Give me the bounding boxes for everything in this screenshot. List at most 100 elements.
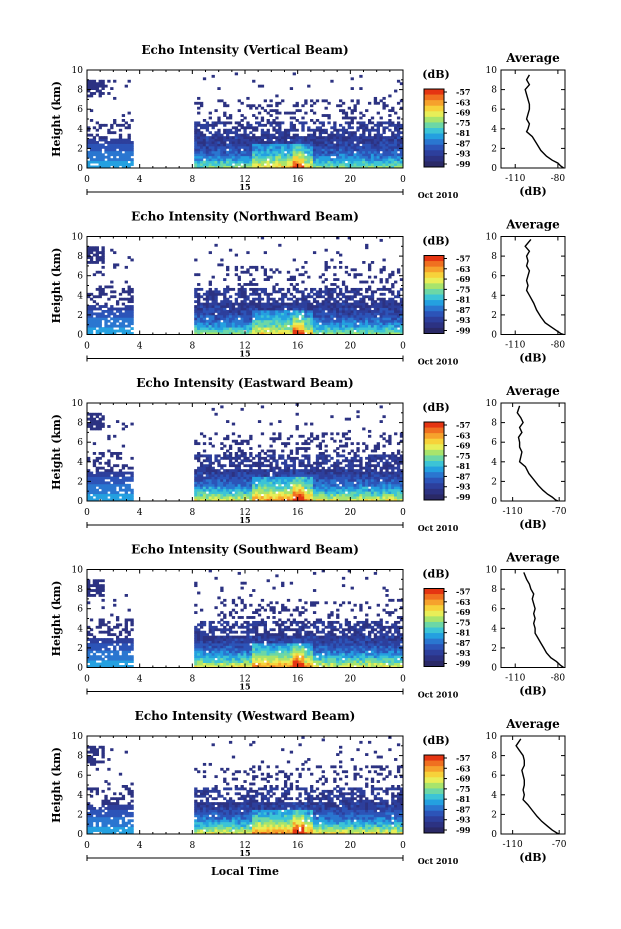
heatmap-cell (246, 121, 250, 125)
heatmap-cell (240, 471, 244, 475)
heatmap-cell (95, 287, 99, 291)
heatmap-cell (101, 82, 105, 86)
heatmap-cell (292, 145, 296, 149)
heatmap-cell (385, 312, 389, 316)
heatmap-cell (379, 268, 383, 272)
heatmap-cell (246, 163, 250, 166)
heatmap-cell (98, 412, 102, 416)
heatmap-cell (223, 163, 227, 166)
heatmap-cell (382, 481, 386, 485)
heatmap-cell (370, 300, 375, 304)
heatmap-cell (376, 141, 380, 144)
heatmap-cell (205, 481, 210, 485)
heatmap-cell (324, 327, 328, 330)
heatmap-cell (310, 136, 314, 139)
heatmap-cell (283, 143, 288, 147)
heatmap-cell (341, 160, 346, 164)
heatmap-cell (214, 163, 218, 166)
heatmap-cell (214, 145, 218, 149)
heatmap-cell (391, 150, 395, 154)
heatmap-cell (263, 165, 267, 169)
heatmap-cell (118, 158, 123, 162)
heatmap-cell (388, 160, 392, 164)
heatmap-cell (278, 312, 282, 316)
heatmap-cell (197, 128, 201, 132)
heatmap-cell (220, 145, 224, 149)
heatmap-cell (315, 471, 320, 475)
heatmap-cell (315, 155, 320, 159)
heatmap-cell (272, 486, 276, 490)
heatmap-cell (382, 488, 386, 492)
heatmap-cell (396, 123, 401, 127)
heatmap-cell (307, 148, 311, 152)
heatmap-cell (205, 145, 210, 149)
heatmap-cell (350, 109, 354, 113)
heatmap-cell (281, 302, 285, 306)
heatmap-cell (365, 486, 369, 490)
heatmap-cell (130, 488, 134, 492)
heatmap-cell (278, 305, 282, 308)
heatmap-cell (124, 265, 128, 269)
heatmap-cell (104, 163, 108, 166)
heatmap-cell (376, 123, 380, 127)
heatmap-cell (336, 332, 340, 335)
heatmap-cell (266, 493, 270, 497)
heatmap-cell (237, 290, 241, 294)
heatmap-cell (376, 307, 380, 311)
heatmap-cell (339, 332, 343, 335)
heatmap-cell (292, 314, 296, 318)
heatmap-cell (333, 287, 337, 291)
heatmap-cell (286, 329, 291, 333)
heatmap-cell (396, 312, 401, 316)
heatmap-cell (234, 121, 239, 125)
heatmap-cell (289, 456, 294, 460)
heatmap-cell (197, 287, 201, 291)
heatmap-cell (130, 327, 134, 330)
heatmap-cell (194, 121, 198, 125)
heatmap-cell (237, 136, 241, 139)
heatmap-cell (367, 101, 372, 105)
heatmap-cell (234, 133, 239, 137)
heatmap-cell (370, 165, 375, 169)
heatmap-cell (124, 491, 128, 495)
heatmap-cell (283, 474, 288, 477)
heatmap-cell (234, 464, 239, 468)
heatmap-cell (391, 153, 395, 157)
heatmap-cell (283, 317, 288, 321)
heatmap-cell (324, 432, 328, 436)
heatmap-cell (295, 471, 299, 475)
heatmap-cell (249, 163, 253, 166)
heatmap-cell (324, 128, 328, 132)
heatmap-cell (217, 119, 221, 122)
heatmap-cell (194, 160, 198, 164)
heatmap-cell (243, 488, 247, 492)
heatmap-cell (376, 136, 380, 139)
heatmap-cell (205, 300, 210, 304)
heatmap-cell (113, 119, 117, 122)
heatmap-cell (130, 493, 134, 497)
heatmap-cell (197, 165, 201, 169)
heatmap-cell (307, 322, 311, 326)
heatmap-cell (208, 493, 212, 497)
heatmap-cell (292, 474, 296, 477)
heatmap-cell (367, 319, 372, 323)
heatmap-cell (339, 153, 343, 157)
heatmap-cell (92, 464, 97, 468)
heatmap-cell (260, 133, 265, 137)
heatmap-cell (341, 471, 346, 475)
heatmap-cell (382, 483, 386, 487)
heatmap-cell (98, 324, 102, 328)
heatmap-cell (257, 319, 262, 323)
heatmap-cell (324, 261, 328, 264)
heatmap-cell (202, 165, 207, 169)
heatmap-cell (252, 471, 256, 475)
heatmap-cell (353, 143, 357, 147)
heatmap-cell (275, 150, 279, 154)
heatmap-cell (359, 498, 363, 502)
heatmap-cell (281, 478, 285, 482)
heatmap-cell (257, 486, 262, 490)
average-frame (500, 69, 566, 169)
heatmap-cell (234, 265, 239, 269)
heatmap-cell (231, 496, 236, 499)
heatmap-cell (211, 133, 215, 137)
